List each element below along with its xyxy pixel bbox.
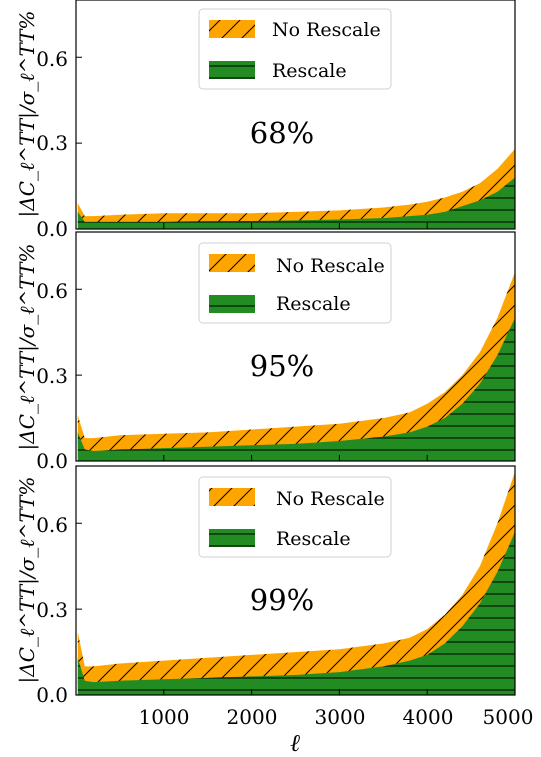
axes-frame-99	[75, 465, 516, 696]
area-rescale-68	[77, 177, 516, 229]
legend-label-rescale-95: Rescale	[276, 293, 351, 315]
y-axis-label-99: |ΔC_ℓ^TT|/σ_ℓ^TT%	[15, 477, 40, 684]
xtick-label-1000: 1000	[139, 705, 190, 729]
legend-label-rescale-99: Rescale	[276, 528, 351, 550]
legend-68: No Rescale Rescale	[198, 8, 392, 90]
panel-68: |ΔC_ℓ^TT|/σ_ℓ^TT% 0.0 0.3 0.6 No Rescale…	[15, 0, 516, 241]
ytick-label-0.0-99: 0.0	[36, 683, 68, 707]
y-axis-label-68: |ΔC_ℓ^TT|/σ_ℓ^TT%	[15, 11, 40, 218]
legend-swatch-no-rescale-99	[209, 488, 255, 506]
plot-area-95	[77, 272, 516, 461]
y-axis-label-95: |ΔC_ℓ^TT|/σ_ℓ^TT%	[15, 244, 40, 451]
legend-label-rescale-68: Rescale	[272, 60, 347, 82]
plot-area-68	[77, 148, 516, 229]
panel-95: |ΔC_ℓ^TT|/σ_ℓ^TT% 0.0 0.3 0.6 No Rescale…	[15, 231, 516, 473]
legend-swatch-no-rescale-68	[209, 20, 255, 38]
legend-swatch-rescale-99	[209, 529, 255, 547]
legend-swatch-rescale-95	[209, 295, 255, 313]
ytick-label-0.6-99: 0.6	[36, 513, 68, 537]
confidence-label-99: 99%	[250, 583, 314, 617]
ytick-label-0.0-68: 0.0	[36, 217, 68, 241]
x-axis-label: ℓ	[290, 729, 300, 757]
confidence-label-95: 95%	[250, 349, 314, 383]
ytick-label-0.0-95: 0.0	[36, 449, 68, 473]
area-rescale-99	[77, 531, 516, 695]
axes-frame-95	[75, 231, 516, 462]
legend-label-no-rescale-95: No Rescale	[276, 255, 385, 277]
legend-95: No Rescale Rescale	[198, 242, 392, 324]
axes-frame-68	[75, 0, 516, 230]
xtick-label-5000: 5000	[483, 705, 534, 729]
legend-label-no-rescale-68: No Rescale	[272, 19, 381, 41]
ytick-label-0.6-68: 0.6	[36, 47, 68, 71]
ytick-label-0.3-95: 0.3	[36, 364, 68, 388]
area-no-rescale-99	[77, 471, 516, 695]
ytick-label-0.6-95: 0.6	[36, 279, 68, 303]
xtick-label-3000: 3000	[315, 705, 366, 729]
xtick-label-2000: 2000	[227, 705, 278, 729]
panel-99: |ΔC_ℓ^TT|/σ_ℓ^TT% 0.0 0.3 0.6 No Rescale…	[15, 465, 534, 757]
ytick-label-0.3-68: 0.3	[36, 131, 68, 155]
legend-label-no-rescale-99: No Rescale	[276, 488, 385, 510]
legend-swatch-rescale-68	[209, 61, 255, 79]
legend-swatch-no-rescale-95	[209, 254, 255, 272]
legend-99: No Rescale Rescale	[198, 476, 392, 558]
confidence-label-68: 68%	[250, 116, 314, 150]
xtick-label-4000: 4000	[403, 705, 454, 729]
area-rescale-95	[77, 317, 516, 461]
area-no-rescale-68	[77, 148, 516, 229]
ytick-label-0.3-99: 0.3	[36, 598, 68, 622]
plot-area-99	[77, 471, 516, 695]
area-no-rescale-95	[77, 272, 516, 461]
